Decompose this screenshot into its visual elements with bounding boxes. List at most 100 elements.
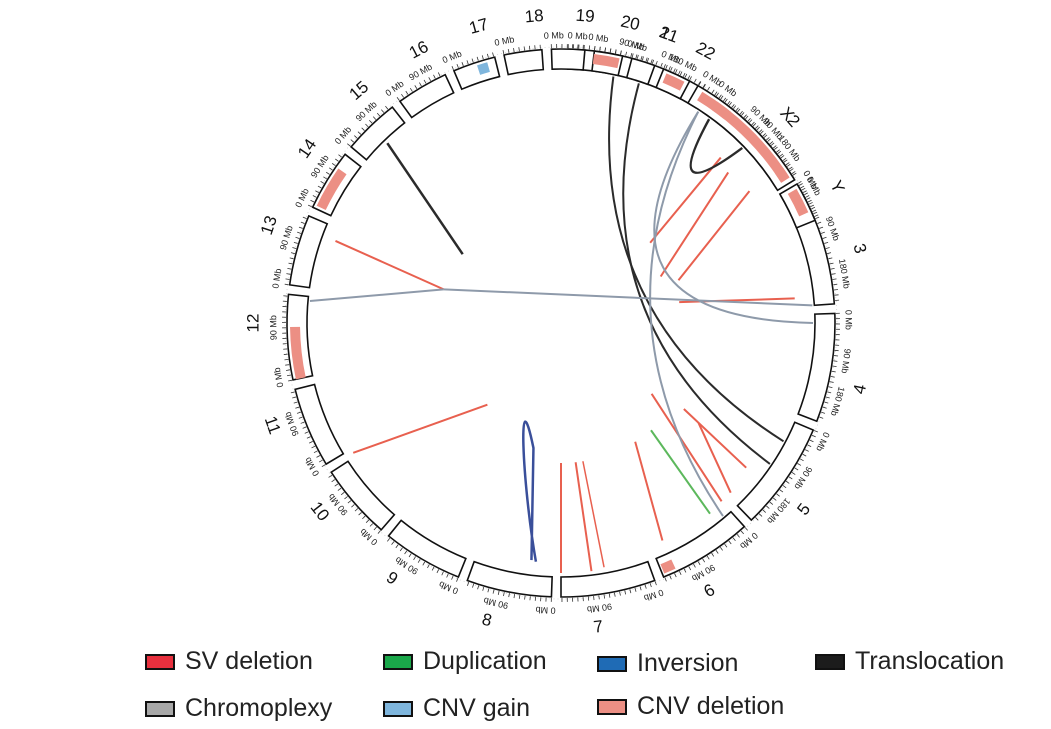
chromosome-13-tick (287, 267, 292, 270)
chromosome-22-tick (682, 72, 686, 77)
chromosome-x-tick (770, 142, 775, 146)
chromosome-6-tick (736, 534, 740, 538)
chromosome-7-tick (644, 584, 647, 589)
duplication-link (650, 429, 711, 515)
chromosome-1-tick (689, 76, 692, 81)
chromosome-11-tick (298, 416, 303, 419)
chromosome-4-tick (819, 416, 824, 419)
chromosome-12-tick (288, 379, 293, 382)
chromosome-4-tick (827, 391, 832, 394)
chromosome-7-tick (598, 595, 600, 600)
chromosome-3-tick (825, 247, 830, 249)
deletion-link (634, 441, 664, 541)
chromosome-12-tick (285, 364, 290, 366)
chromosome-7-label: 7 (592, 617, 604, 637)
chromosome-9-tick (441, 571, 444, 576)
chromosome-x-tick (777, 150, 782, 155)
chromosome-6-label: 6 (701, 580, 718, 601)
chromosome-22-tick (663, 64, 666, 69)
chromosome-6-tick (728, 540, 732, 545)
chromosome-16-tick (423, 79, 427, 84)
chromosome-2-tick (718, 94, 722, 99)
deletion-link (574, 462, 593, 572)
chromosome-17-tick-label: 0 Mb (441, 48, 463, 65)
chromosome-4-tick-label: 90 Mb (839, 348, 852, 374)
chromosome-11-tick (300, 421, 305, 424)
chromosome-9-segment (387, 519, 467, 579)
chromosome-9-tick (395, 544, 399, 549)
chromosome-8-segment (466, 560, 553, 598)
chromosome-20-tick-label: 0 Mb (588, 32, 609, 45)
cnv-gain-segment (477, 62, 490, 75)
chromosome-9-tick (427, 564, 430, 569)
chromosome-3-tick (824, 241, 829, 244)
cnv-deletion-segment (662, 73, 685, 91)
chromosome-10-segment (330, 460, 396, 531)
chromosome-14-tick (323, 176, 327, 180)
chromosome-7-tick (624, 590, 627, 595)
chromosome-13-tick (289, 257, 294, 260)
chromosome-4-tick (832, 365, 837, 368)
outer-track-circle (284, 46, 838, 600)
deletion-link (352, 403, 488, 454)
chromosome-8-tick-label: 0 Mb (535, 605, 556, 616)
chromosome-22-tick (678, 70, 681, 75)
chromosome-x-tick (733, 105, 737, 109)
chromosome-3-tick-label: 90 Mb (824, 215, 842, 242)
chromosome-7-tick (634, 587, 637, 592)
chromosome-13-tick (295, 236, 300, 239)
chromosome-6-tick (715, 549, 719, 554)
chromosome-3-tick (833, 283, 838, 286)
chromosome-6-tick (732, 537, 736, 541)
chromosome-y-tick (805, 195, 810, 198)
chromosome-5-tick (776, 493, 780, 497)
chromosome-1-tick (675, 69, 678, 74)
chromosome-y-tick (797, 181, 802, 184)
chromosome-9-tick (451, 575, 454, 580)
chromosome-4-segment (797, 312, 836, 423)
chromosome-18-label: 18 (524, 6, 545, 27)
chromosome-15-tick (380, 109, 385, 113)
chromosome-1-tick (650, 59, 653, 64)
chromosome-13-label: 13 (257, 213, 281, 237)
chromosome-5-tick (811, 434, 816, 438)
chromosome-10-tick (362, 515, 366, 520)
chromosome-2-tick (782, 157, 787, 161)
chromosome-5-tick (758, 513, 763, 517)
chromosome-3-label: 3 (850, 242, 871, 256)
cnv-deletion-segment (592, 54, 620, 69)
chromosome-14-tick (307, 204, 312, 208)
chromosome-13-tick (285, 278, 290, 280)
chromosome-14-tick (310, 199, 315, 203)
chromosome-11-tick (290, 391, 295, 394)
chromosome-5-tick (799, 458, 804, 462)
chromoplexy-link (309, 288, 444, 303)
deletion-link (582, 461, 605, 568)
chromosome-19-label: 19 (575, 6, 595, 26)
chromosome-x-tick (789, 168, 794, 172)
chromosome-6-tick (706, 555, 710, 560)
chromosome-x-tick (707, 86, 711, 91)
chromosome-10-tick (347, 500, 352, 504)
chromosome-9-tick (436, 569, 440, 574)
chromosome-15-tick (365, 123, 369, 128)
chromosome-1-tick (703, 84, 706, 88)
chromosome-11-segment (294, 383, 345, 466)
chromosome-21-tick (641, 56, 644, 61)
chromosome-8-tick (482, 586, 485, 591)
chromosome-9-tick (399, 547, 403, 552)
chromosome-3-tick (813, 211, 818, 215)
chromosome-14-label: 14 (294, 135, 320, 161)
chromosome-1-tick (693, 78, 697, 83)
chromosome-10-tick (334, 483, 339, 487)
chromosome-4-tick (825, 396, 830, 399)
chromosome-1-tick (679, 71, 683, 76)
chromosome-8-tick (472, 583, 475, 588)
chromosome-22-tick-label: 0 Mb (660, 49, 682, 66)
chromosome-4-tick (830, 376, 835, 378)
chromosome-14-tick (320, 181, 325, 184)
chromosome-7-segment (560, 560, 656, 598)
chromosome-4-tick-label: 180 Mb (829, 386, 847, 418)
chromosome-11-tick (293, 401, 298, 404)
chromosome-10-tick (331, 479, 336, 483)
